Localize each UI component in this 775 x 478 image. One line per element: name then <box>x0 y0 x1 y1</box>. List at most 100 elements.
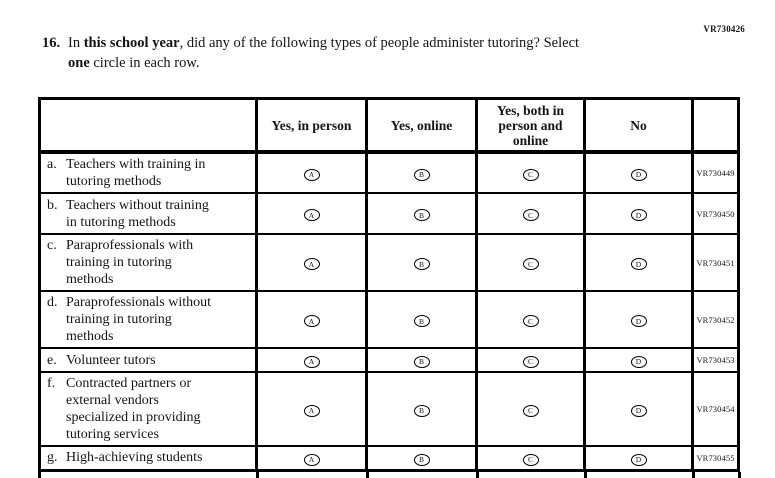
table-row: a. Teachers with training in tutoring met… <box>38 151 740 194</box>
question-line-2: one circle in each row. <box>68 53 682 73</box>
question-text-part: In <box>68 35 84 51</box>
answer-circle-yes-online[interactable]: B <box>413 315 430 328</box>
answer-circle-no[interactable]: D <box>630 355 647 368</box>
header-yes-online: Yes, online <box>365 97 478 154</box>
answer-circle-yes-online[interactable]: B <box>413 168 430 181</box>
row-letter: d. <box>47 295 58 310</box>
row-label-cell: f. Contracted partners or external vendor… <box>38 371 258 447</box>
row-label: Paraprofessionals without training in tu… <box>66 295 212 344</box>
row-label-cell: b. Teachers without training in tutoring … <box>38 192 258 235</box>
answer-matrix-table: Yes, in person Yes, online Yes, both in … <box>38 97 741 478</box>
answer-circle-yes-in-person[interactable]: A <box>303 315 320 328</box>
row-letter: a. <box>47 157 57 172</box>
answer-cell: D <box>583 192 694 235</box>
answer-circle-no[interactable]: D <box>630 453 647 466</box>
answer-cell: C <box>475 371 586 447</box>
row-vr-code: VR730454 <box>691 371 740 447</box>
row-label: Teachers with training in tutoring metho… <box>66 157 206 189</box>
answer-circle-yes-online[interactable]: B <box>413 404 430 417</box>
answer-cell: D <box>583 290 694 349</box>
row-label: Volunteer tutors <box>66 352 156 368</box>
answer-circle-yes-in-person[interactable]: A <box>303 355 320 368</box>
table-continuation-mark <box>584 471 587 478</box>
answer-cell: B <box>365 290 478 349</box>
row-letter: c. <box>47 238 57 253</box>
table-row: g. High-achieving students A B C D VR730455 <box>38 445 740 471</box>
answer-cell: D <box>583 151 694 194</box>
table-continuation-mark <box>692 471 695 478</box>
question-line-1: In this school year, did any of the foll… <box>68 33 682 53</box>
answer-cell: B <box>365 445 478 471</box>
answer-cell: D <box>583 445 694 471</box>
answer-cell: A <box>255 233 368 292</box>
answer-cell: D <box>583 233 694 292</box>
header-row: Yes, in person Yes, online Yes, both in … <box>38 97 740 154</box>
table-row: c. Paraprofessionals with training in tut… <box>38 233 740 292</box>
answer-circle-yes-online[interactable]: B <box>413 209 430 222</box>
table-row: f. Contracted partners or external vendor… <box>38 371 740 447</box>
answer-cell: B <box>365 371 478 447</box>
header-yes-in-person: Yes, in person <box>255 97 368 154</box>
row-label: High-achieving students <box>66 450 203 466</box>
answer-circle-yes-in-person[interactable]: A <box>303 404 320 417</box>
header-yes-both: Yes, both in person and online <box>475 97 586 154</box>
question-text-bold: one <box>68 55 90 71</box>
answer-cell: A <box>255 347 368 373</box>
answer-cell: C <box>475 233 586 292</box>
answer-cell: D <box>583 347 694 373</box>
row-label-cell: e. Volunteer tutors <box>38 347 258 373</box>
row-vr-code: VR730451 <box>691 233 740 292</box>
answer-cell: A <box>255 371 368 447</box>
row-label-cell: d. Paraprofessionals without training in … <box>38 290 258 349</box>
header-no: No <box>583 97 694 154</box>
answer-circle-yes-online[interactable]: B <box>413 258 430 271</box>
answer-cell: A <box>255 290 368 349</box>
answer-circle-yes-online[interactable]: B <box>413 453 430 466</box>
row-vr-code: VR730452 <box>691 290 740 349</box>
answer-cell: D <box>583 371 694 447</box>
answer-circle-yes-both[interactable]: C <box>522 453 539 466</box>
answer-circle-yes-both[interactable]: C <box>522 355 539 368</box>
table-continuation-mark <box>476 471 479 478</box>
row-vr-code: VR730449 <box>691 151 740 194</box>
row-label: Contracted partners or external vendors … <box>66 376 201 442</box>
answer-cell: B <box>365 192 478 235</box>
answer-circle-no[interactable]: D <box>630 315 647 328</box>
table-row: d. Paraprofessionals without training in … <box>38 290 740 349</box>
answer-circle-no[interactable]: D <box>630 404 647 417</box>
answer-circle-yes-in-person[interactable]: A <box>303 258 320 271</box>
answer-cell: C <box>475 290 586 349</box>
row-label: Paraprofessionals with training in tutor… <box>66 238 194 287</box>
answer-cell: C <box>475 347 586 373</box>
row-label-cell: a. Teachers with training in tutoring met… <box>38 151 258 194</box>
row-label: Teachers without training in tutoring me… <box>66 197 209 230</box>
answer-circle-yes-both[interactable]: C <box>522 168 539 181</box>
answer-circle-no[interactable]: D <box>630 168 647 181</box>
answer-cell: A <box>255 445 368 471</box>
header-blank <box>38 97 258 154</box>
answer-circle-yes-both[interactable]: C <box>522 315 539 328</box>
answer-circle-no[interactable]: D <box>630 258 647 271</box>
row-letter: e. <box>47 352 57 368</box>
question-text-part: circle in each row. <box>89 55 200 71</box>
row-letter: g. <box>47 450 58 466</box>
row-vr-code: VR730450 <box>691 192 740 235</box>
answer-cell: B <box>365 233 478 292</box>
answer-circle-yes-online[interactable]: B <box>413 355 430 368</box>
answer-cell: C <box>475 445 586 471</box>
answer-cell: A <box>255 192 368 235</box>
answer-circle-yes-both[interactable]: C <box>522 258 539 271</box>
answer-circle-yes-in-person[interactable]: A <box>303 453 320 466</box>
answer-circle-yes-both[interactable]: C <box>522 404 539 417</box>
answer-circle-yes-in-person[interactable]: A <box>303 168 320 181</box>
answer-circle-yes-in-person[interactable]: A <box>303 209 320 222</box>
page-vr-code: VR730426 <box>703 24 745 34</box>
table-continuation-mark <box>738 471 741 478</box>
header-code-blank <box>691 97 740 154</box>
table-row: e. Volunteer tutors A B C D VR730453 <box>38 347 740 373</box>
row-vr-code: VR730453 <box>691 347 740 373</box>
answer-circle-no[interactable]: D <box>630 209 647 222</box>
answer-cell: C <box>475 192 586 235</box>
answer-circle-yes-both[interactable]: C <box>522 209 539 222</box>
